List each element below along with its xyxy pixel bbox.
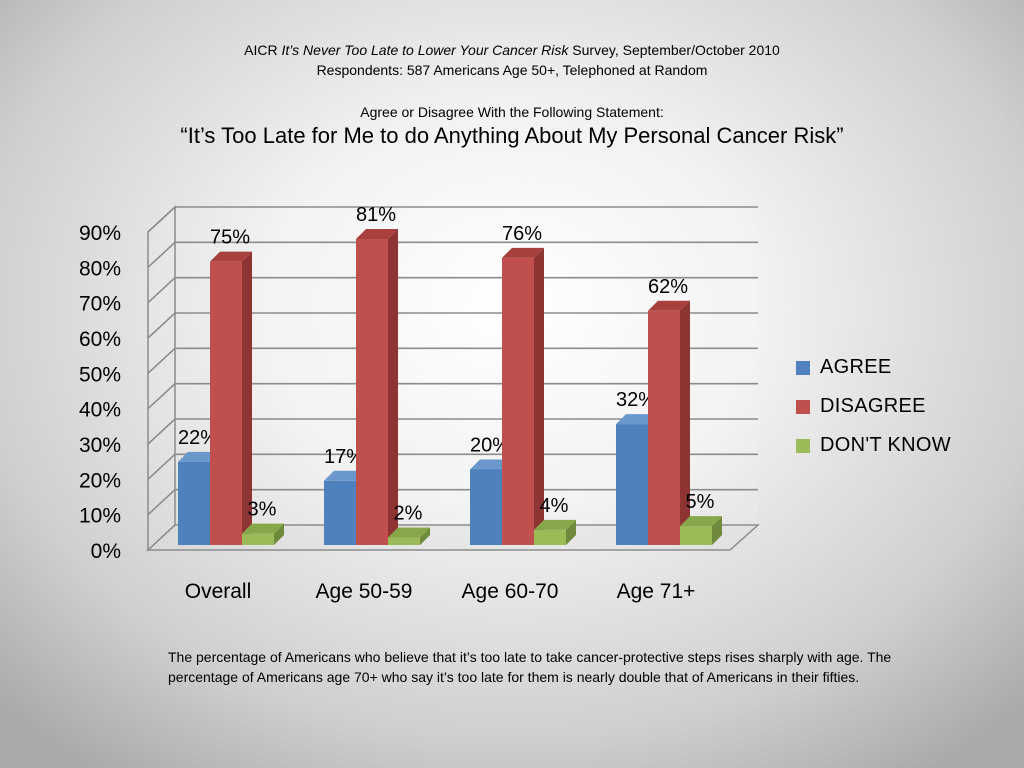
bar-top (502, 247, 544, 258)
bar-side (242, 251, 252, 545)
data-label: 32% (616, 389, 656, 411)
legend-item-disagree: DISAGREE (796, 387, 951, 426)
legend-swatch-dont-know (796, 438, 810, 453)
bar (648, 310, 680, 545)
gridline (147, 241, 758, 268)
gridline (147, 488, 758, 516)
data-label: 4% (540, 495, 569, 517)
bar (356, 239, 388, 545)
bar-top (388, 527, 430, 538)
bar (680, 526, 712, 545)
x-tick-label: Age 71+ (617, 580, 696, 603)
back-wall (175, 207, 758, 525)
legend-swatch-disagree (796, 399, 810, 414)
floor (146, 524, 760, 551)
bar-top (616, 414, 658, 425)
bar-top (680, 516, 722, 527)
bar-top (356, 229, 398, 239)
bar-side (712, 516, 722, 545)
legend-label-disagree: DISAGREE (820, 395, 926, 417)
question-intro: Agree or Disagree With the Following Sta… (360, 104, 664, 120)
y-tick-label: 80% (79, 257, 121, 280)
data-label: 2% (394, 502, 423, 524)
y-tick-label: 40% (79, 399, 121, 422)
bar (210, 261, 242, 545)
side-wall (147, 205, 176, 552)
gridline (147, 206, 758, 233)
legend-label-agree: AGREE (820, 356, 892, 378)
bar-side (274, 523, 284, 545)
respondents-line: Respondents: 587 Americans Age 50+, Tele… (316, 62, 708, 78)
bar-side (388, 229, 398, 545)
y-tick-label: 50% (79, 363, 121, 386)
legend-item-agree: AGREE (796, 348, 951, 387)
statement-title: “It’s Too Late for Me to do Anything Abo… (180, 123, 844, 148)
bar-side (680, 300, 690, 545)
x-tick-label: Overall (185, 580, 252, 603)
footnote: The percentage of Americans who believe … (168, 649, 892, 685)
y-tick-label: 70% (79, 293, 121, 316)
data-label: 22% (178, 427, 218, 449)
data-label: 20% (470, 434, 510, 456)
data-label: 75% (210, 227, 250, 249)
data-label: 62% (648, 276, 688, 298)
bar (502, 257, 534, 545)
y-tick-label: 90% (79, 222, 121, 245)
bar-side (566, 519, 576, 545)
bar (242, 533, 274, 545)
gridline (147, 312, 758, 339)
gridline (147, 453, 758, 480)
y-tick-label: 0% (91, 540, 121, 563)
gridline (147, 347, 758, 374)
legend-item-dont-know: DON'T KNOW (796, 426, 951, 465)
x-tick-label: Age 60-70 (462, 580, 559, 603)
legend: AGREE DISAGREE DON'T KNOW (796, 348, 951, 465)
bar-top (534, 519, 576, 530)
data-label: 81% (356, 204, 396, 226)
bar (324, 480, 356, 545)
header: AICR It’s Never Too Late to Lower Your C… (0, 40, 1024, 150)
bar (178, 461, 210, 545)
y-tick-label: 30% (79, 434, 121, 457)
gridline (147, 276, 758, 304)
bar (388, 537, 420, 545)
bar (534, 529, 566, 545)
bar-top (210, 251, 252, 262)
bar-top (470, 459, 512, 470)
gridline (147, 418, 758, 445)
data-label: 17% (324, 446, 364, 468)
x-tick-label: Age 50-59 (316, 580, 413, 603)
y-tick-label: 10% (79, 505, 121, 528)
bar-side (534, 247, 544, 545)
bar (470, 469, 502, 545)
legend-label-dont-know: DON'T KNOW (820, 434, 951, 456)
bar-side (420, 527, 430, 545)
data-label: 5% (686, 491, 715, 513)
y-tick-label: 60% (79, 328, 121, 351)
data-label: 3% (248, 499, 277, 521)
y-tick-label: 20% (79, 469, 121, 492)
survey-title-suffix: Survey, September/October 2010 (568, 42, 780, 58)
bar-top (242, 523, 284, 534)
legend-swatch-agree (796, 360, 810, 375)
gridline (147, 382, 758, 410)
bar-top (324, 470, 366, 481)
data-label: 76% (502, 223, 542, 245)
bar (616, 424, 648, 545)
bar-top (648, 300, 690, 311)
survey-title-prefix: AICR (244, 42, 282, 58)
survey-title: AICR It’s Never Too Late to Lower Your C… (0, 40, 1024, 60)
bar-top (178, 451, 220, 462)
survey-name: It’s Never Too Late to Lower Your Cancer… (281, 42, 569, 58)
